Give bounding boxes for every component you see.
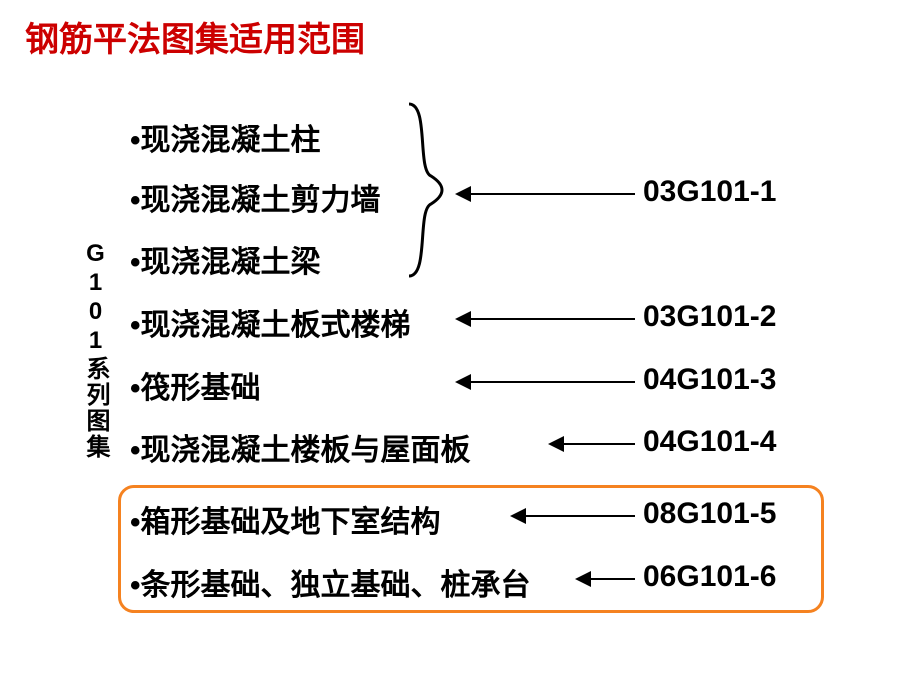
code-label: 04G101-3 [643, 363, 776, 397]
list-item: •现浇混凝土板式楼梯 [130, 300, 411, 344]
highlight-box [118, 485, 824, 613]
list-item: •筏形基础 [130, 363, 261, 407]
list-item: •现浇混凝土梁 [130, 237, 321, 281]
arrow-left-icon [455, 311, 635, 327]
arrow-left-icon [455, 374, 635, 390]
series-vertical-label: G101系列图集 [78, 240, 113, 460]
list-item: •现浇混凝土柱 [130, 115, 321, 159]
list-item: •现浇混凝土剪力墙 [130, 175, 381, 219]
arrow-left-icon [548, 436, 635, 452]
code-label: 03G101-1 [643, 175, 776, 209]
code-label: 04G101-4 [643, 425, 776, 459]
curly-brace [405, 100, 460, 280]
code-label: 03G101-2 [643, 300, 776, 334]
page-title: 钢筋平法图集适用范围 [25, 12, 365, 61]
arrow-left-icon [455, 186, 635, 202]
list-item: •现浇混凝土楼板与屋面板 [130, 425, 471, 469]
